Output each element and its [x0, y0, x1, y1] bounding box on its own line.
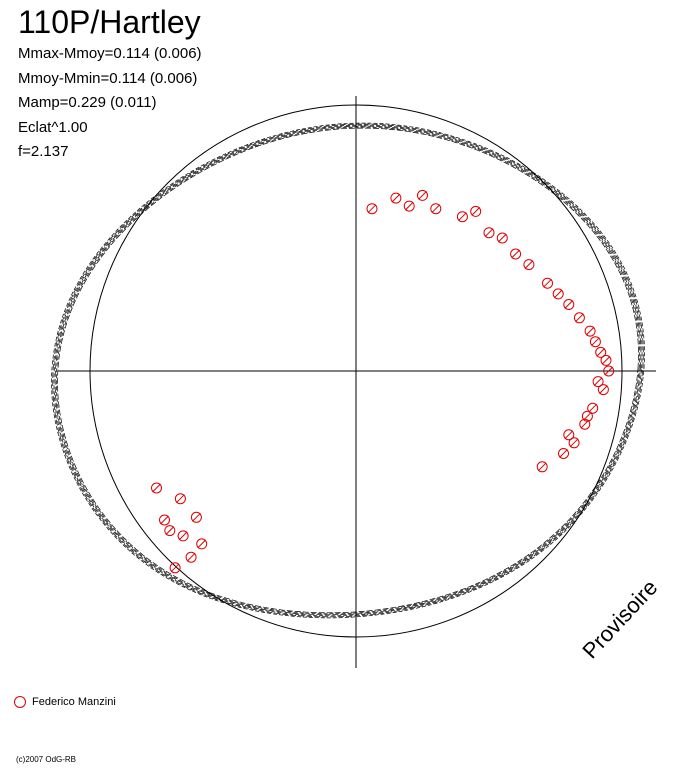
data-point — [584, 325, 596, 337]
stat-mmoy-mmin: Mmoy-Mmin=0.114 (0.006) — [18, 69, 198, 87]
data-point-error-bar — [564, 430, 574, 440]
data-point-error-bar — [367, 204, 377, 214]
stat-eclat: Eclat^1.00 — [18, 118, 88, 136]
data-point-error-bar — [599, 385, 608, 394]
data-point-error-bar — [418, 191, 427, 200]
data-point-error-bar — [497, 233, 507, 243]
data-point — [185, 551, 197, 563]
data-point — [558, 448, 569, 459]
data-point — [169, 562, 181, 574]
data-point — [417, 189, 428, 201]
stats-block: Mmax-Mmoy=0.114 (0.006) Mmoy-Mmin=0.114 … — [18, 42, 202, 165]
data-point — [542, 277, 553, 289]
data-point-error-bar — [604, 366, 614, 376]
data-point-error-bar — [575, 313, 584, 323]
stat-mmax-mmoy: Mmax-Mmoy=0.114 (0.006) — [18, 45, 202, 62]
data-point — [595, 346, 607, 358]
data-point — [581, 410, 593, 422]
model-curve — [51, 122, 645, 619]
data-point — [563, 429, 575, 441]
data-point-error-bar — [170, 563, 180, 573]
data-point — [510, 248, 522, 260]
data-point-error-bar — [588, 403, 598, 413]
data-point-error-bar — [596, 348, 606, 357]
reference-circle — [89, 104, 623, 638]
model-curve — [54, 125, 642, 616]
data-point — [164, 525, 176, 537]
data-point — [196, 538, 208, 550]
data-point — [190, 511, 202, 523]
data-point — [177, 530, 189, 542]
data-point-error-bar — [176, 494, 185, 504]
data-point — [592, 376, 604, 388]
data-point — [563, 299, 575, 310]
data-point-error-bar — [391, 193, 401, 203]
data-point-error-bar — [537, 462, 547, 472]
legend-observer: Federico Manzini — [32, 696, 116, 708]
stat-f: f=2.137 — [18, 143, 69, 160]
provisional-watermark: Provisoire — [577, 575, 662, 664]
data-point — [483, 227, 495, 239]
data-point — [587, 402, 599, 414]
model-curve — [53, 124, 643, 617]
data-point-error-bar — [583, 411, 592, 421]
data-point-error-bar — [178, 531, 188, 541]
data-point-error-bar — [192, 512, 201, 522]
comet-title: 110P/Hartley — [18, 4, 201, 40]
data-point — [552, 288, 564, 300]
data-point — [159, 514, 170, 526]
data-point — [403, 200, 415, 212]
data-point — [523, 259, 535, 271]
model-curve — [57, 127, 639, 614]
data-point-error-bar — [404, 201, 414, 211]
data-point-error-bar — [165, 526, 175, 535]
data-point — [390, 192, 402, 204]
data-point-error-bar — [511, 249, 520, 259]
data-point-error-bar — [559, 449, 568, 458]
data-point-error-bar — [152, 483, 161, 493]
data-point-error-bar — [197, 539, 207, 549]
data-point-error-bar — [593, 377, 603, 386]
data-point-error-bar — [591, 337, 600, 347]
data-point — [536, 461, 548, 473]
data-point — [597, 384, 609, 396]
data-point-error-bar — [543, 278, 552, 288]
data-point-error-bar — [484, 228, 494, 238]
data-point — [496, 232, 508, 244]
data-point — [174, 493, 186, 505]
data-point — [600, 354, 612, 366]
data-point-error-bar — [160, 515, 169, 525]
data-point-error-bar — [601, 356, 611, 365]
data-point — [151, 482, 162, 494]
data-point — [603, 365, 615, 377]
stat-mamp: Mamp=0.229 (0.011) — [18, 94, 157, 111]
data-point-error-bar — [431, 204, 441, 214]
data-point — [568, 437, 580, 449]
data-point-error-bar — [569, 438, 579, 448]
data-point — [366, 203, 378, 215]
legend: Federico Manzini — [14, 696, 116, 708]
data-point-error-bar — [524, 260, 534, 269]
model-curve — [52, 123, 644, 618]
data-point-error-bar — [471, 207, 481, 216]
data-point — [470, 205, 482, 217]
data-point — [456, 211, 468, 223]
data-point-error-bar — [553, 289, 563, 299]
copyright: (c)2007 OdG-RB — [16, 755, 77, 764]
data-point — [589, 336, 601, 348]
data-point — [430, 203, 442, 215]
data-point-error-bar — [564, 300, 574, 309]
data-point-error-bar — [186, 552, 196, 562]
data-point — [573, 312, 585, 324]
data-point-error-bar — [585, 326, 595, 336]
data-point-error-bar — [458, 212, 467, 222]
model-curve — [55, 126, 641, 615]
legend-marker-icon — [14, 696, 26, 708]
